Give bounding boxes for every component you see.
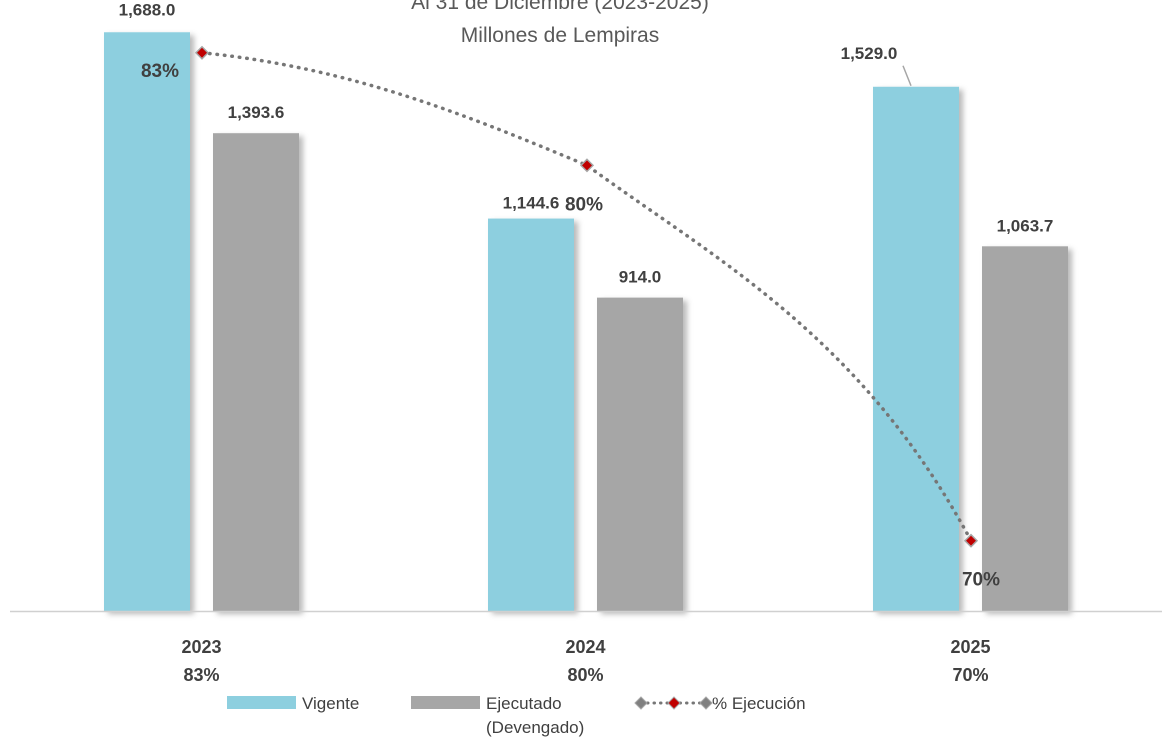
value-label-vigente-2023: 1,688.0	[119, 0, 176, 19]
x-tick-sublabel-2023: 83%	[183, 665, 219, 685]
data-labels-layer: 1,688.0 1,393.6 1,144.6 914.0 1,529.0 1,063.7…	[119, 0, 1054, 590]
category-labels-layer: 2023 83% 2024 80% 2025 70%	[181, 637, 990, 685]
bar-vigente-2024	[488, 218, 574, 611]
bar-ejecutado-2025	[982, 246, 1068, 611]
chart-title: Al 31 de Diciembre (2023-2025)	[411, 0, 709, 14]
legend-swatch-2	[411, 696, 480, 709]
leader-lines-layer	[902, 65, 912, 87]
value-label-ejecutado-2025: 1,063.7	[997, 216, 1054, 235]
pct-label-2024: 80%	[565, 194, 603, 215]
pct-marker-2025	[963, 533, 979, 548]
legend-swatch-1	[227, 696, 296, 709]
x-tick-label-2025: 2025	[950, 637, 990, 657]
x-tick-label-2023: 2023	[181, 637, 221, 657]
value-label-vigente-2025: 1,529.0	[841, 44, 898, 63]
legend-item-2: Ejecutado (Devengado)	[411, 694, 584, 737]
x-tick-sublabel-2025: 70%	[952, 665, 988, 685]
bar-vigente-2023	[104, 32, 190, 611]
value-label-ejecutado-2024: 914.0	[619, 268, 662, 287]
pct-label-2023: 83%	[141, 61, 179, 82]
x-tick-label-2024: 2024	[565, 637, 605, 657]
bar-ejecutado-2023	[213, 133, 299, 612]
value-label-vigente-2024: 1,144.6	[503, 194, 560, 213]
chart-title-group: Al 31 de Diciembre (2023-2025) Millones …	[411, 0, 709, 47]
pct-label-2025: 70%	[962, 570, 1000, 591]
legend-label-3: % Ejecución	[712, 694, 806, 713]
bar-ejecutado-2024	[597, 297, 683, 611]
legend-item-3: % Ejecución	[634, 694, 806, 713]
legend-line-swatch	[634, 696, 713, 710]
value-label-ejecutado-2023: 1,393.6	[228, 103, 285, 122]
chart-subtitle: Millones de Lempiras	[461, 24, 659, 47]
pct-marker-2024	[579, 158, 595, 173]
pct-ejecucion-line	[200, 51, 973, 543]
legend-item-1: Vigente	[227, 694, 359, 713]
pct-line-layer	[194, 45, 979, 548]
bar-vigente-2025	[873, 86, 959, 612]
legend-label-1: Vigente	[302, 694, 359, 713]
pct-marker-2023	[194, 45, 210, 60]
legend-label-2: Ejecutado (Devengado)	[486, 694, 584, 737]
x-tick-sublabel-2024: 80%	[567, 665, 603, 685]
legend: Vigente Ejecutado (Devengado) % Ejecución	[227, 694, 806, 737]
bars-layer	[104, 32, 1068, 612]
leader-line-vigente-2025	[902, 65, 912, 87]
